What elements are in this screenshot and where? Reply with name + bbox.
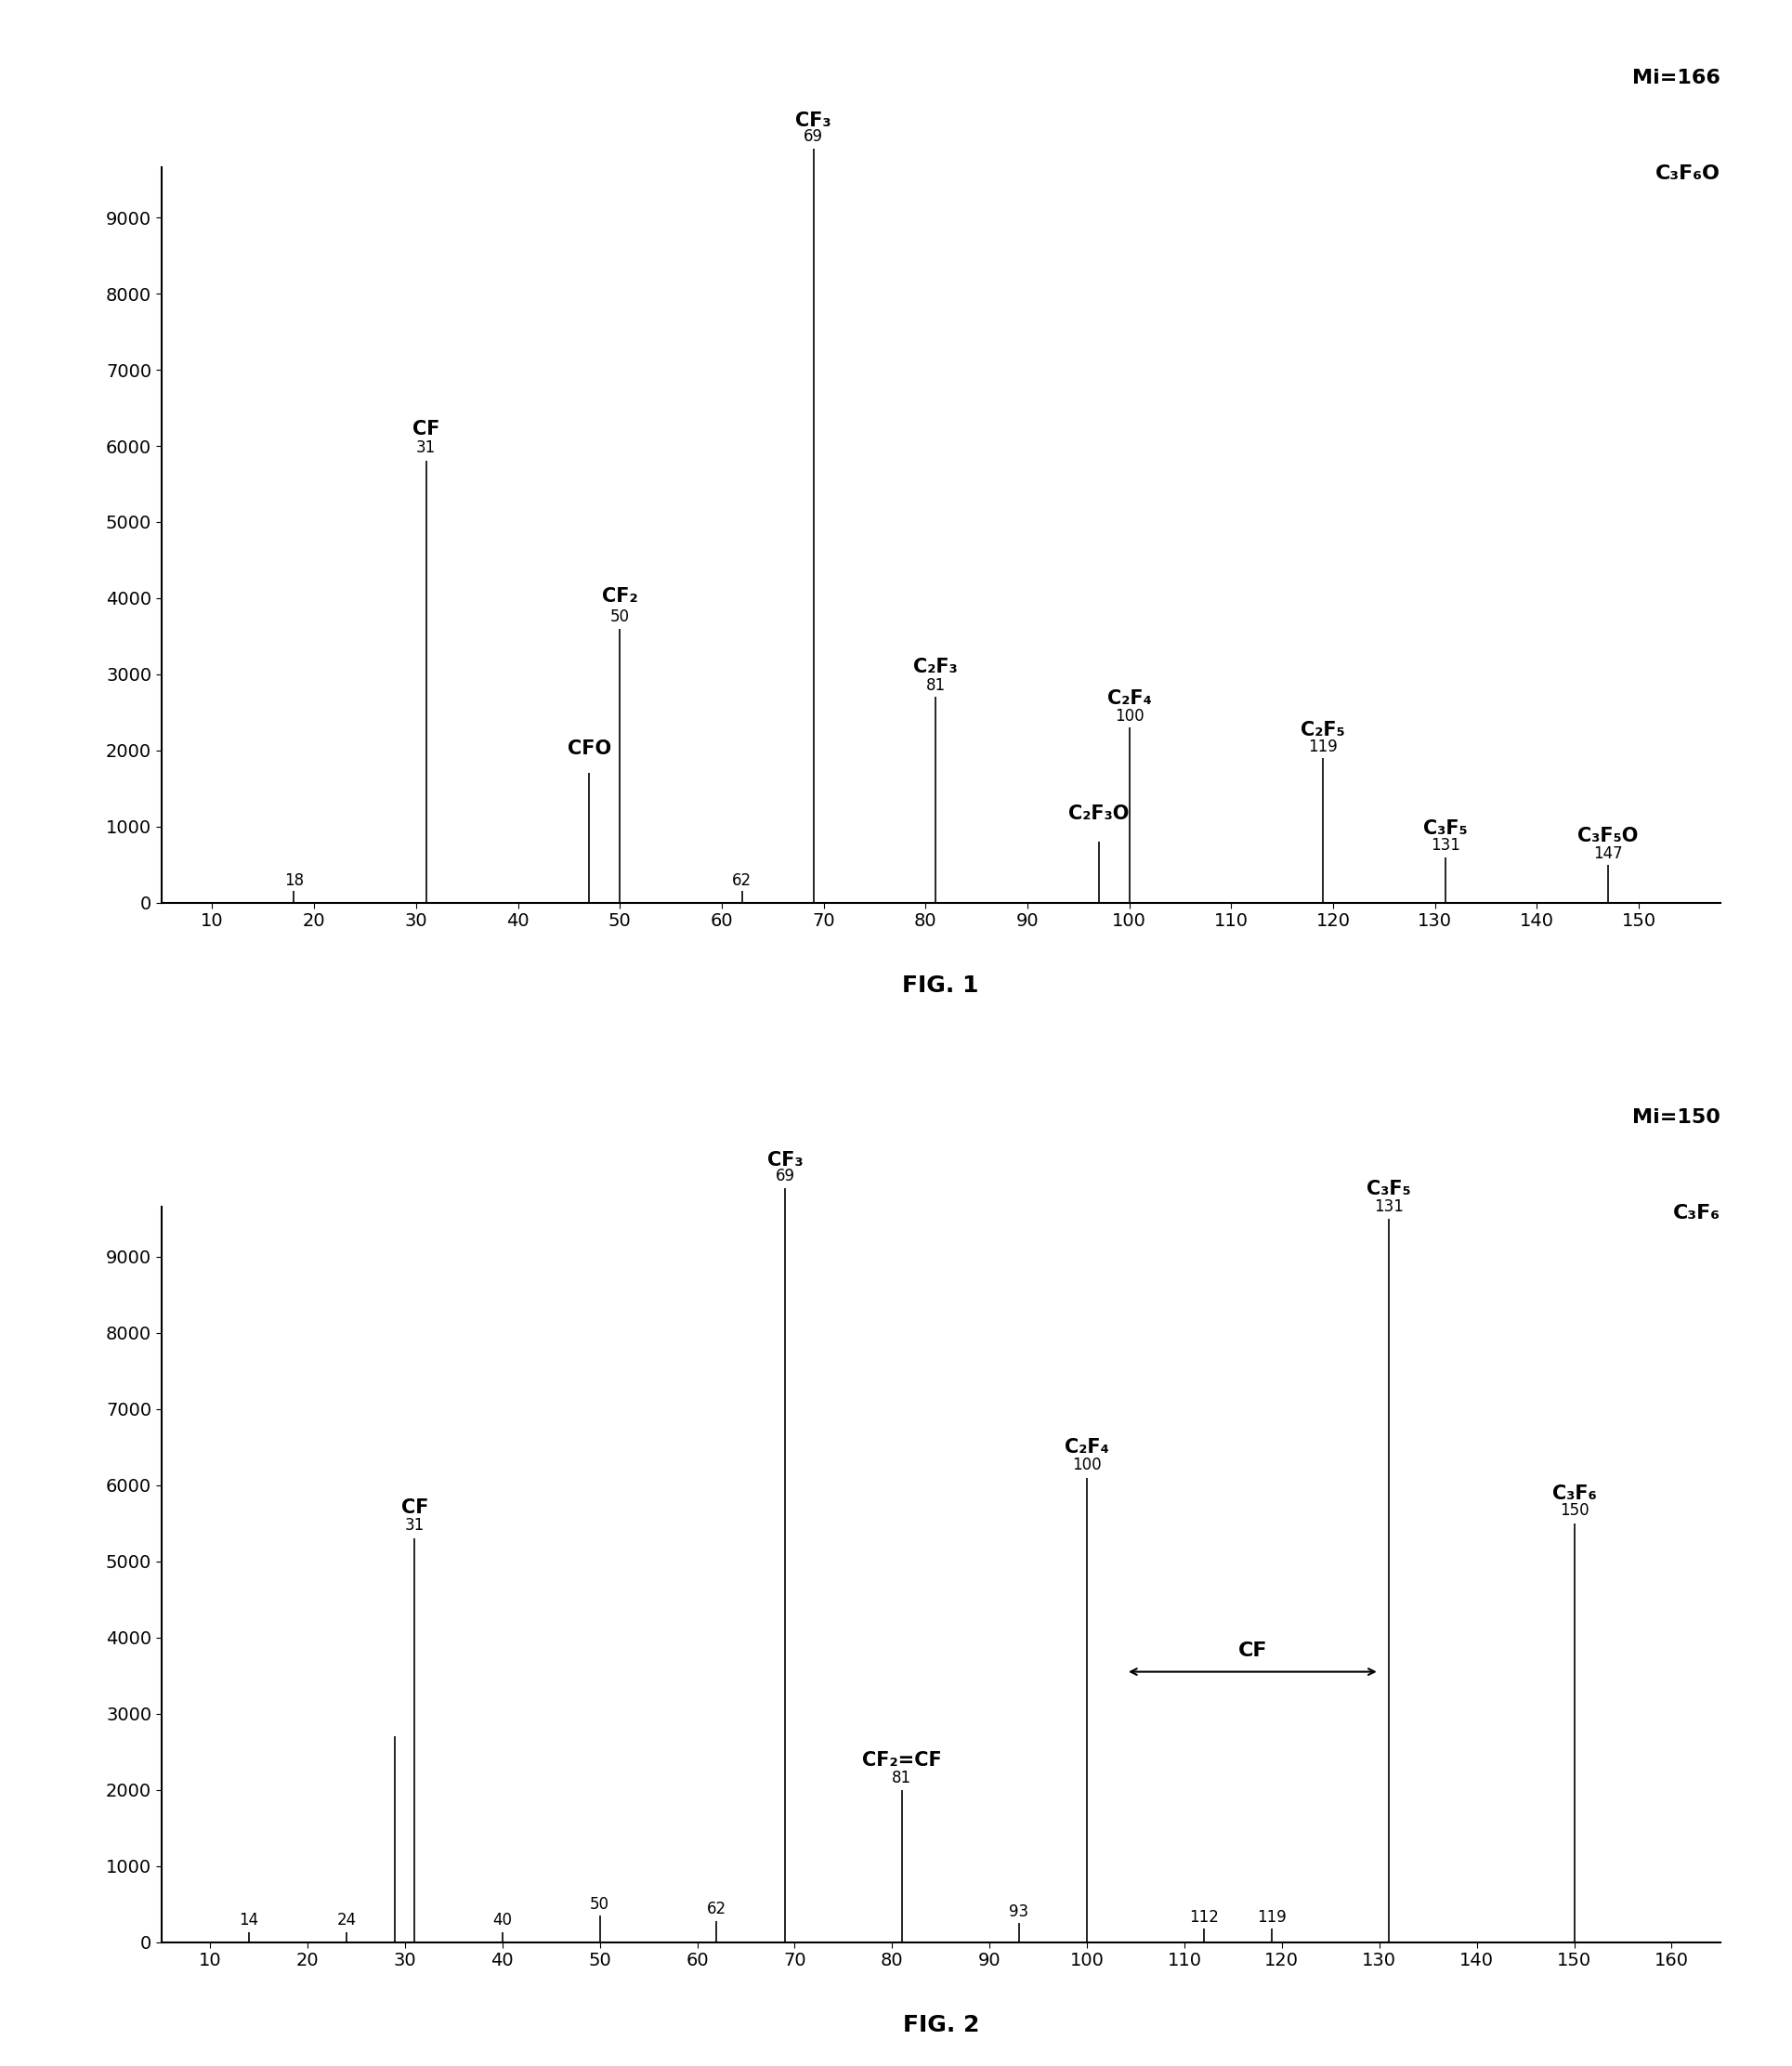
Text: 150: 150 [1559,1502,1590,1519]
Text: C₂F₃O: C₂F₃O [1068,804,1129,822]
Text: C₂F₅: C₂F₅ [1301,721,1346,740]
Text: CFO: CFO [568,740,611,758]
Text: 100: 100 [1072,1457,1102,1473]
Text: FIG. 2: FIG. 2 [903,2014,978,2037]
Text: CF₂=CF: CF₂=CF [862,1752,941,1771]
Text: 69: 69 [776,1167,794,1184]
Text: 100: 100 [1115,709,1143,725]
Text: C₃F₅O: C₃F₅O [1579,826,1638,845]
Text: CF₂: CF₂ [602,587,638,605]
Text: 69: 69 [803,128,823,145]
Text: 147: 147 [1593,845,1624,862]
Text: 119: 119 [1308,738,1337,754]
Text: CF₃: CF₃ [796,112,831,130]
Text: 14: 14 [238,1911,258,1928]
Text: 50: 50 [609,607,629,624]
Text: 62: 62 [733,872,753,888]
Text: C₃F₅: C₃F₅ [1423,820,1468,839]
Text: 18: 18 [283,872,303,888]
Text: 112: 112 [1190,1909,1219,1926]
Text: 119: 119 [1258,1909,1287,1926]
Text: Mi=150: Mi=150 [1633,1107,1720,1126]
Text: 131: 131 [1430,837,1460,853]
Text: FIG. 1: FIG. 1 [903,975,978,998]
Text: CF: CF [401,1498,428,1516]
Text: CF: CF [412,419,439,438]
Text: CF: CF [1238,1642,1267,1661]
Text: 131: 131 [1374,1198,1403,1215]
Text: C₂F₄: C₂F₄ [1064,1438,1109,1457]
Text: C₃F₆: C₃F₆ [1674,1204,1720,1223]
Text: 50: 50 [590,1897,609,1913]
Text: 81: 81 [892,1771,912,1787]
Text: C₃F₆: C₃F₆ [1552,1483,1597,1502]
Text: CF₃: CF₃ [767,1151,803,1169]
Text: 24: 24 [337,1911,357,1928]
Text: 31: 31 [405,1516,425,1533]
Text: C₂F₄: C₂F₄ [1107,690,1152,709]
Text: 31: 31 [416,440,435,457]
Text: 93: 93 [1009,1903,1029,1919]
Text: C₂F₃: C₂F₃ [914,659,959,678]
Text: C₃F₆O: C₃F₆O [1656,165,1720,184]
Text: 81: 81 [926,678,946,694]
Text: C₃F₅: C₃F₅ [1367,1180,1412,1198]
Text: 40: 40 [493,1911,513,1928]
Text: 62: 62 [706,1901,726,1917]
Text: Mi=166: Mi=166 [1633,68,1720,87]
